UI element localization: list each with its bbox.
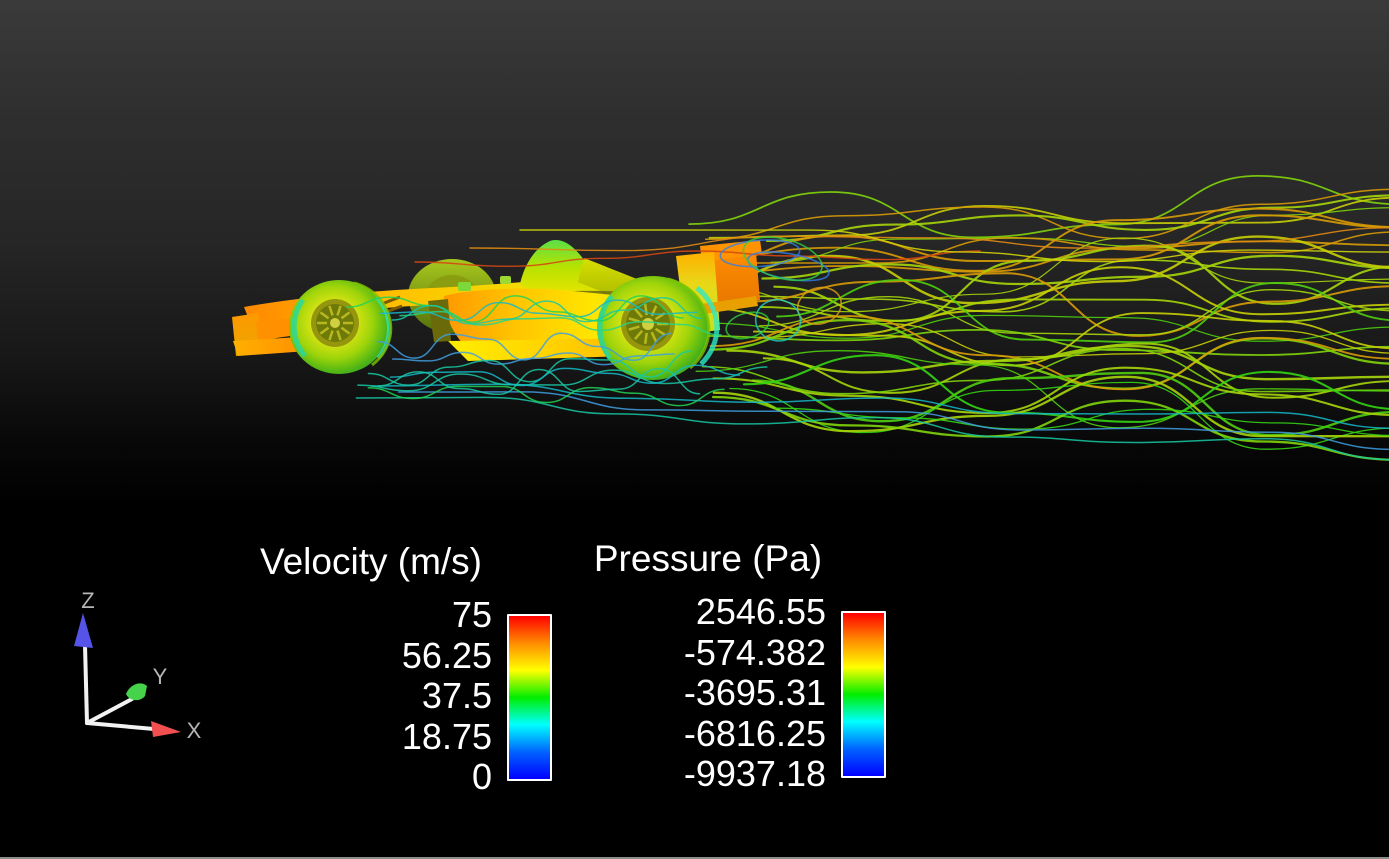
front-wheel — [289, 280, 393, 374]
rear-wing-far — [700, 240, 762, 304]
y-arrowhead-icon — [126, 683, 147, 701]
x-axis-label: X — [187, 718, 202, 743]
legend-tick: 75 — [451, 594, 492, 635]
wake-swirls — [719, 236, 843, 342]
y-axis-label: Y — [153, 664, 168, 689]
f1-car — [232, 240, 762, 380]
y-axis: Y — [85, 664, 168, 725]
pressure-legend-title: Pressure (Pa) — [593, 538, 823, 579]
pressure-colorbar[interactable] — [841, 611, 886, 778]
legend-tick: 0 — [471, 756, 492, 797]
wake-streamlines — [687, 175, 1389, 461]
window-bottom-edge — [0, 857, 1389, 859]
pressure-ticks: 2546.55 -574.382 -3695.31 -6816.25 -9937… — [560, 591, 826, 795]
orientation-axes-widget: Z X Y — [74, 588, 202, 743]
legend-tick: 37.5 — [421, 675, 492, 716]
z-arrowhead-icon — [74, 613, 93, 648]
legend-tick: 18.75 — [401, 715, 492, 757]
pressure-legend: Pressure (Pa) 2546.55 -574.382 -3695.31 … — [560, 538, 886, 795]
legend-tick: -574.382 — [683, 631, 826, 673]
legend-tick: -6816.25 — [683, 712, 826, 754]
x-axis: X — [85, 718, 202, 743]
velocity-ticks: 75 56.25 37.5 18.75 0 — [230, 594, 492, 798]
legend-tick: 56.25 — [401, 634, 492, 676]
legend-tick: -9937.18 — [683, 753, 826, 794]
velocity-legend-title: Velocity (m/s) — [259, 541, 483, 582]
legend-tick: -3695.31 — [683, 672, 826, 713]
mirror — [500, 276, 511, 284]
z-axis: Z — [74, 588, 95, 725]
legend-tick: 2546.55 — [695, 591, 826, 632]
airbox — [520, 240, 606, 300]
velocity-colorbar[interactable] — [507, 614, 552, 781]
cockpit-camera — [458, 282, 471, 291]
near-streamlines — [345, 227, 1389, 461]
z-axis-label: Z — [81, 588, 94, 613]
x-arrowhead-icon — [151, 721, 181, 737]
velocity-legend: Velocity (m/s) 75 56.25 37.5 18.75 0 — [230, 541, 552, 798]
